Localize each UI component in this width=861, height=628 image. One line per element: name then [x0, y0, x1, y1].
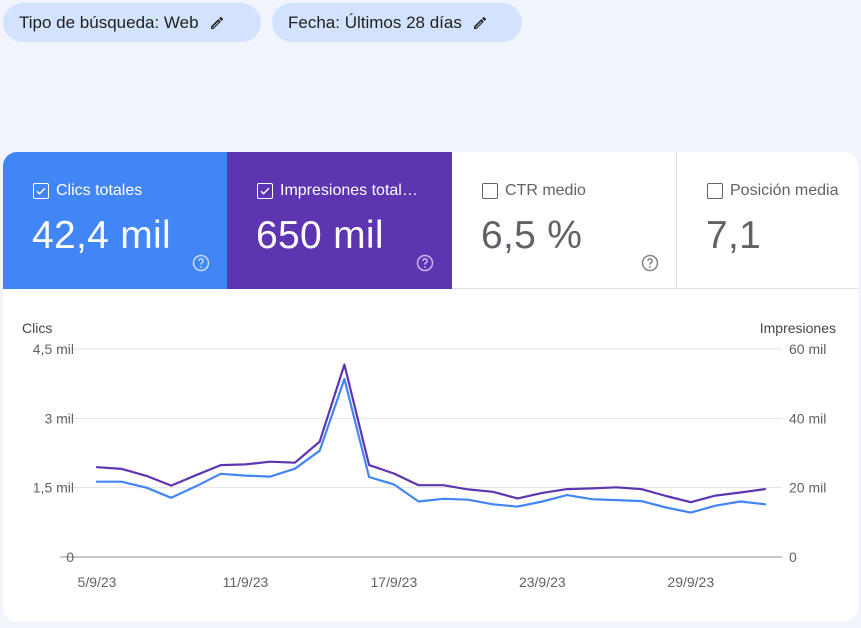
checkbox-icon[interactable] — [707, 183, 723, 199]
metric-tabs: Clics totales 42,4 mil Impresiones total… — [3, 152, 858, 289]
search-type-filter-label: Tipo de búsqueda: Web — [19, 12, 199, 32]
date-filter-label: Fecha: Últimos 28 días — [288, 12, 462, 32]
metric-value: 650 mil — [256, 214, 384, 257]
x-tick-label: 11/9/23 — [223, 574, 269, 590]
help-circle-icon[interactable] — [640, 253, 660, 273]
search-type-filter-chip[interactable]: Tipo de búsqueda: Web — [3, 3, 261, 42]
checkbox-icon[interactable] — [33, 183, 49, 199]
metric-total-clicks[interactable]: Clics totales 42,4 mil — [3, 152, 227, 289]
pencil-icon — [473, 16, 486, 29]
x-tick-label: 17/9/23 — [371, 574, 418, 590]
x-tick-label: 29/9/23 — [667, 574, 714, 590]
metric-value: 6,5 % — [481, 214, 583, 257]
y-right-tick-label: 20 mil — [789, 480, 826, 496]
metric-average-ctr[interactable]: CTR medio 6,5 % — [452, 152, 677, 289]
series-line-impressions — [95, 363, 767, 504]
y-right-axis-title: Impresiones — [760, 320, 836, 336]
metric-average-position[interactable]: Posición media 7,1 — [677, 152, 858, 289]
metric-label: Clics totales — [56, 182, 143, 199]
help-circle-icon[interactable] — [415, 253, 435, 273]
x-tick-label: 5/9/23 — [78, 574, 117, 590]
y-left-tick-label: 0 — [66, 549, 74, 565]
y-left-tick-label: 4,5 mil — [33, 341, 74, 357]
date-filter-chip[interactable]: Fecha: Últimos 28 días — [272, 3, 522, 42]
y-left-tick-label: 3 mil — [44, 410, 74, 426]
y-right-tick-label: 40 mil — [789, 410, 826, 426]
metric-value: 7,1 — [706, 214, 762, 257]
x-tick-label: 23/9/23 — [519, 574, 566, 590]
help-circle-icon[interactable] — [191, 253, 211, 273]
metric-total-impressions[interactable]: Impresiones total… 650 mil — [227, 152, 452, 289]
metric-label: Posición media — [730, 182, 839, 199]
metric-label: Impresiones total… — [280, 182, 418, 199]
performance-card: Clics totales 42,4 mil Impresiones total… — [3, 152, 858, 622]
y-left-axis-title: Clics — [22, 320, 52, 336]
y-left-tick-label: 1,5 mil — [33, 480, 74, 496]
checkbox-icon[interactable] — [257, 183, 273, 199]
y-right-tick-label: 0 — [789, 549, 797, 565]
checkbox-icon[interactable] — [482, 183, 498, 199]
pencil-icon — [210, 16, 223, 29]
y-right-tick-label: 60 mil — [789, 341, 826, 357]
metric-value: 42,4 mil — [32, 214, 171, 257]
metric-label: CTR medio — [505, 182, 586, 199]
series-line-clicks — [95, 377, 767, 514]
